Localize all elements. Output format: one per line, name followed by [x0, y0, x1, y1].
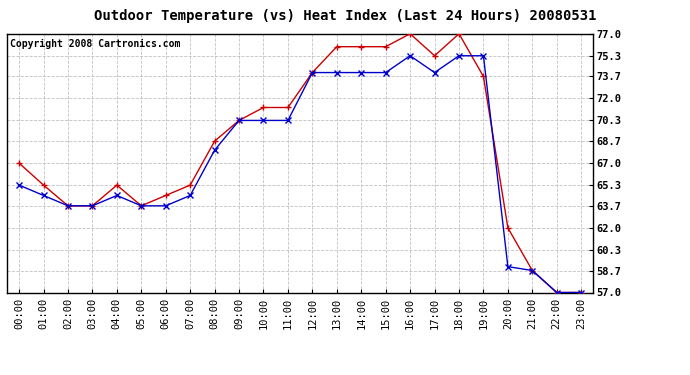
- Text: Outdoor Temperature (vs) Heat Index (Last 24 Hours) 20080531: Outdoor Temperature (vs) Heat Index (Las…: [94, 9, 596, 23]
- Text: Copyright 2008 Cartronics.com: Copyright 2008 Cartronics.com: [10, 39, 180, 49]
